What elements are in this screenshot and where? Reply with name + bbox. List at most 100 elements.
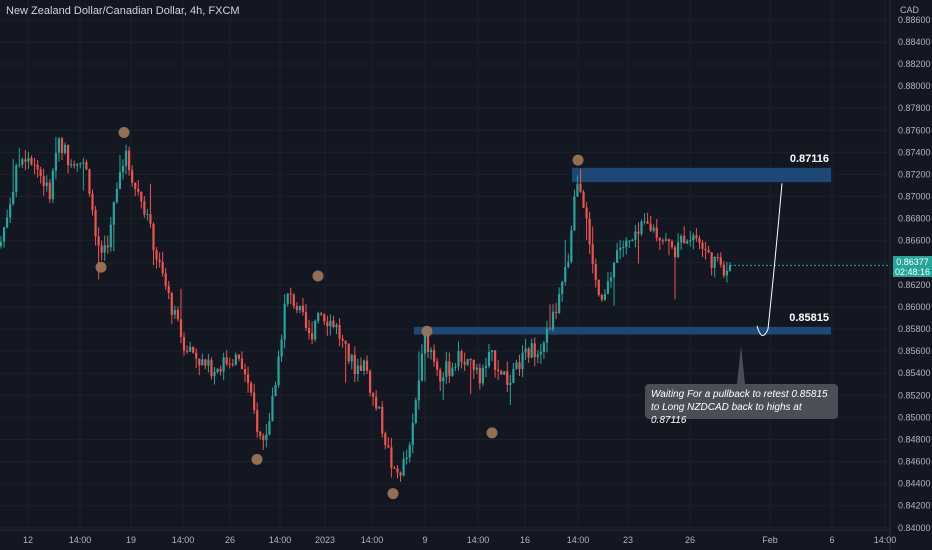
candle-body <box>503 371 506 375</box>
candle-body <box>164 273 167 287</box>
candle-body <box>509 382 512 385</box>
time-tick-label: 23 <box>623 535 633 545</box>
candle-body <box>0 241 3 247</box>
candle-body <box>231 363 234 365</box>
candle-body <box>686 240 689 244</box>
candle-body <box>429 349 433 352</box>
candle-body <box>475 367 478 370</box>
candle-body <box>713 257 716 268</box>
candle-body <box>167 286 170 294</box>
candle-body <box>707 250 710 253</box>
candle-body <box>88 169 91 194</box>
candle-body <box>463 361 466 365</box>
candle-body <box>460 351 463 362</box>
candle-body <box>240 358 244 370</box>
candle-body <box>661 240 664 242</box>
candle-body <box>33 164 36 166</box>
candle-body <box>100 245 103 253</box>
candle-body <box>399 472 402 476</box>
price-tick-label: 0.85000 <box>898 412 931 422</box>
bar-countdown: 02:48:16 <box>894 267 931 277</box>
candle-body <box>402 458 405 476</box>
candle-body <box>298 305 301 311</box>
candles <box>0 136 890 482</box>
candle-body <box>728 265 732 271</box>
candle-body <box>640 221 643 234</box>
price-tick-label: 0.87400 <box>898 147 931 157</box>
last-price-tag: 0.86377 02:48:16 <box>893 256 932 277</box>
candle-body <box>487 351 491 366</box>
candle-body <box>155 250 158 260</box>
candle-body <box>490 350 494 352</box>
price-tick-label: 0.88000 <box>898 81 931 91</box>
candle-body <box>134 182 137 189</box>
candle-body <box>591 244 594 265</box>
annotation-note[interactable]: Waiting For a pullback to retest 0.85815… <box>645 384 838 426</box>
last-price: 0.86377 <box>896 257 929 267</box>
candle-body <box>42 176 45 187</box>
candle-body <box>259 431 262 436</box>
support-zone <box>414 326 831 335</box>
time-tick-label: 14:00 <box>172 535 195 545</box>
candle-body <box>70 164 73 166</box>
candle-body <box>536 354 539 358</box>
candle-body <box>24 159 27 162</box>
candle-body <box>311 333 314 340</box>
candle-body <box>548 328 552 330</box>
candle-body <box>368 370 372 393</box>
price-tick-label: 0.85200 <box>898 390 931 400</box>
candle-body <box>545 328 549 343</box>
candle-body <box>326 321 329 327</box>
candle-body <box>393 467 396 469</box>
price-tick-label: 0.84000 <box>898 523 931 533</box>
time-tick-label: 12 <box>23 535 33 545</box>
candle-body <box>137 188 140 192</box>
candle-body <box>372 392 375 397</box>
candle-body <box>673 247 677 258</box>
price-tick-label: 0.88600 <box>898 15 931 25</box>
price-tick-label: 0.84400 <box>898 479 931 489</box>
candle-body <box>719 257 722 265</box>
candle-body <box>350 354 353 362</box>
candle-body <box>521 352 524 370</box>
candle-body <box>292 294 295 307</box>
candle-body <box>597 279 600 295</box>
candle-body <box>131 170 134 183</box>
candle-body <box>45 182 48 187</box>
candle-body <box>616 250 619 263</box>
candle-body <box>625 240 628 248</box>
candle-body <box>2 227 6 242</box>
resistance-zone-label: 0.87116 <box>790 153 829 165</box>
candle-body <box>384 433 387 446</box>
candle-body <box>356 365 359 375</box>
candle-body <box>612 262 616 278</box>
candle-body <box>365 360 369 371</box>
candle-body <box>225 357 228 364</box>
candle-body <box>417 380 420 401</box>
candle-body <box>149 214 152 224</box>
candle-body <box>567 261 570 267</box>
candle-body <box>643 221 646 223</box>
candle-body <box>185 350 189 352</box>
candle-body <box>344 340 347 344</box>
candle-body <box>27 157 30 162</box>
price-tick-label: 0.87200 <box>898 169 931 179</box>
candle-body <box>451 367 454 376</box>
candle-body <box>582 191 585 208</box>
candle-body <box>561 281 564 294</box>
candle-body <box>176 310 179 320</box>
candle-body <box>143 201 146 215</box>
candle-body <box>201 359 204 366</box>
candle-body <box>564 266 567 282</box>
candle-body <box>588 218 591 245</box>
candle-body <box>573 196 576 231</box>
candle-body <box>472 359 475 370</box>
candle-body <box>585 207 588 219</box>
candle-body <box>524 348 527 353</box>
candle-body <box>469 359 472 361</box>
candle-body <box>448 361 451 376</box>
candle-body <box>338 324 341 339</box>
time-tick-label: 14:00 <box>69 535 92 545</box>
time-axis[interactable]: 12 14:00 19 14:00 26 14:00 2023 14:00 9 14:00 16 14… <box>23 535 896 545</box>
